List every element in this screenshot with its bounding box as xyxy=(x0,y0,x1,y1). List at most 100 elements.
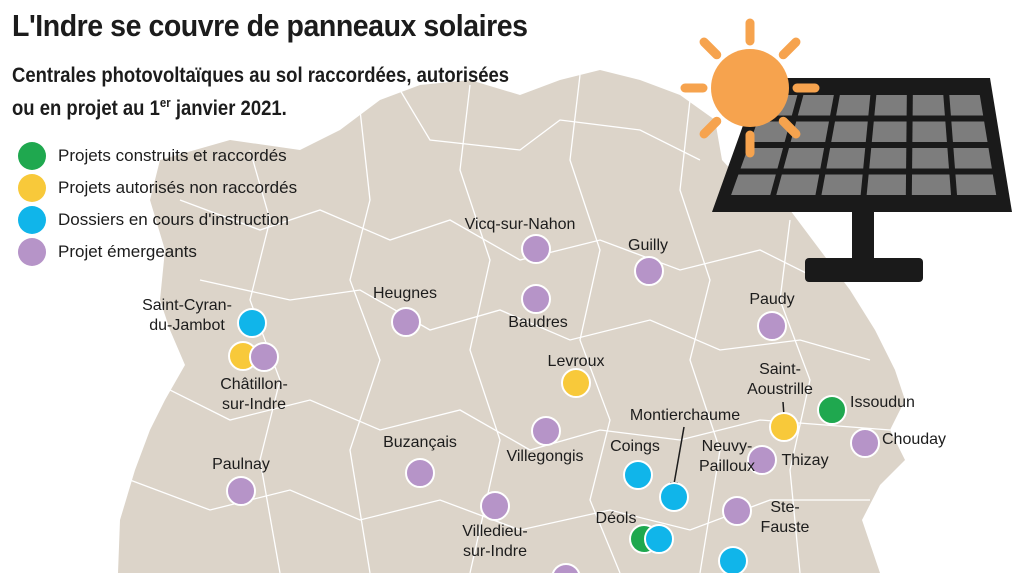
panel-cell xyxy=(949,95,984,116)
town-label-line: sur-Indre xyxy=(462,543,528,560)
subtitle-text: ou en projet au 1 xyxy=(12,97,160,120)
legend-label: Dossiers en cours d'instruction xyxy=(58,210,289,229)
commune-border xyxy=(199,279,871,361)
panel-cell xyxy=(821,174,863,195)
site-marker-instruction xyxy=(644,524,674,554)
site-marker-emerging xyxy=(850,428,880,458)
page-title: L'Indre se couvre de panneaux solaires xyxy=(12,8,528,43)
town-label: Villedieu-sur-Indre xyxy=(462,522,528,562)
town-label-line: Villedieu- xyxy=(462,523,528,540)
site-marker-instruction xyxy=(237,308,267,338)
site-marker-instruction xyxy=(659,482,689,512)
town-label-line: sur-Indre xyxy=(221,396,287,413)
legend-item-built: Projets construits et raccordés xyxy=(18,140,297,172)
town-label: Guilly xyxy=(628,236,668,256)
sun-disc xyxy=(711,49,789,127)
panel-cell xyxy=(874,95,907,116)
panel-cell xyxy=(826,148,866,169)
town-label: Paudy xyxy=(749,290,794,310)
commune-border xyxy=(149,379,891,451)
panel-cell xyxy=(912,121,947,142)
town-label-line: Chouday xyxy=(882,431,947,448)
sun-ray xyxy=(778,116,801,139)
site-marker-emerging xyxy=(757,311,787,341)
town-label-line: Buzançais xyxy=(383,434,457,451)
town-label: Baudres xyxy=(508,313,568,333)
town-label: Déols xyxy=(596,509,637,529)
site-marker-emerging xyxy=(226,476,256,506)
legend-dot-yellow xyxy=(18,174,46,202)
town-label-line: Neuvy- xyxy=(701,438,753,455)
town-label-line: Guilly xyxy=(627,237,669,254)
site-marker-emerging xyxy=(480,491,510,521)
site-marker-emerging xyxy=(391,307,421,337)
town-label: Vicq-sur-Nahon xyxy=(465,215,576,235)
panel-cell xyxy=(912,95,945,116)
site-marker-emerging xyxy=(521,284,551,314)
legend: Projets construits et raccordés Projets … xyxy=(18,140,297,268)
town-label-line: Paulnay xyxy=(212,456,270,473)
town-label-line: Villegongis xyxy=(506,448,584,465)
site-marker-authorized xyxy=(561,368,591,398)
panel-cell xyxy=(797,95,834,116)
town-label-line: Thizay xyxy=(781,452,829,469)
panel-cell xyxy=(955,174,997,195)
site-marker-emerging xyxy=(747,445,777,475)
legend-label: Projet émergeants xyxy=(58,242,197,261)
panel-cell xyxy=(953,148,992,169)
commune-border xyxy=(249,149,281,573)
town-label: Chouday xyxy=(882,430,946,450)
town-label: Paulnay xyxy=(212,455,270,475)
town-label: Coings xyxy=(610,437,660,457)
town-label-line: Ste- xyxy=(770,499,800,516)
sun-icon xyxy=(680,18,820,158)
site-markers xyxy=(226,234,880,573)
panel-cell xyxy=(783,148,825,169)
town-label: Issoudun xyxy=(850,393,915,413)
commune-border xyxy=(779,219,811,573)
town-label: Levroux xyxy=(548,352,605,372)
panel-cell xyxy=(869,148,907,169)
site-marker-built xyxy=(817,395,847,425)
panel-cell xyxy=(750,121,791,142)
town-label-line: du-Jambot xyxy=(149,317,225,334)
subtitle-line-2: ou en projet au 1er janvier 2021. xyxy=(12,89,509,122)
town-label-line: Issoudun xyxy=(850,394,915,411)
legend-dot-blue xyxy=(18,206,46,234)
panel-cell xyxy=(831,121,868,142)
site-marker-emerging xyxy=(551,563,581,573)
land-shape xyxy=(118,70,905,573)
town-label-line: Vicq-sur-Nahon xyxy=(464,216,576,233)
panel-cell xyxy=(911,174,952,195)
legend-item-emerging: Projet émergeants xyxy=(18,236,297,268)
town-label-line: Saint- xyxy=(759,361,801,378)
legend-label: Projets autorisés non raccordés xyxy=(58,178,298,197)
site-marker-emerging xyxy=(531,416,561,446)
legend-item-instruction: Dossiers en cours d'instruction xyxy=(18,204,297,236)
site-marker-authorized xyxy=(769,412,799,442)
legend-label: Projets construits et raccordés xyxy=(58,146,287,165)
subtitle-line-1: Centrales photovoltaïques au sol raccord… xyxy=(12,64,510,87)
commune-border xyxy=(179,199,821,281)
panel-cell xyxy=(871,121,907,142)
legend-dot-green xyxy=(18,142,46,170)
town-label: Saint-Cyran-du-Jambot xyxy=(142,296,232,336)
town-label: Saint- Aoustrille xyxy=(747,360,813,400)
site-marker-emerging xyxy=(634,256,664,286)
solar-panel-icon xyxy=(712,78,1012,282)
legend-item-authorized: Projets autorisés non raccordés xyxy=(18,172,297,204)
panel-cell xyxy=(776,174,820,195)
commune-border xyxy=(679,99,721,573)
town-label: Buzançais xyxy=(383,433,457,453)
town-label: Heugnes xyxy=(373,284,437,304)
subtitle-text: janvier 2021. xyxy=(170,97,287,120)
town-label-line: Levroux xyxy=(547,353,605,370)
panel-base xyxy=(805,258,923,282)
sun-ray xyxy=(699,37,722,60)
town-label-line: Montierchaume xyxy=(629,407,741,424)
panel-cell xyxy=(731,174,776,195)
town-label-line: Fauste xyxy=(760,519,810,536)
panel-cell xyxy=(790,121,829,142)
town-label: Thizay xyxy=(781,451,828,471)
